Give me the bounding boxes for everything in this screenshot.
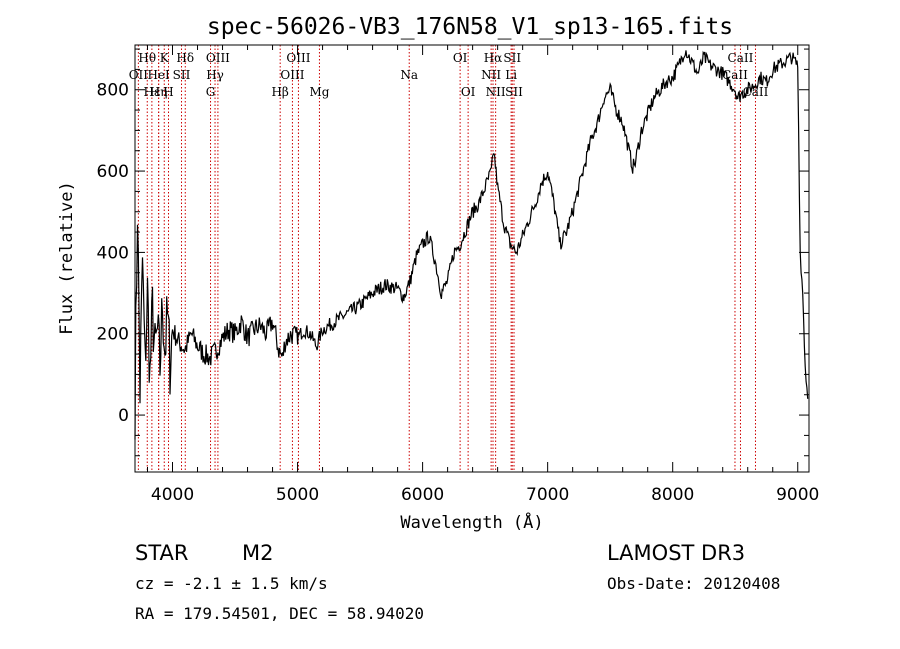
- y-tick-label: 400: [97, 243, 129, 263]
- emission-line-label: NII: [486, 85, 506, 99]
- emission-line-label: G: [206, 85, 216, 99]
- emission-line-label: Hη: [150, 85, 168, 99]
- emission-line-label: Hδ: [176, 51, 194, 65]
- x-tick-label: 6000: [401, 485, 444, 505]
- survey-name: LAMOST DR3: [607, 541, 745, 565]
- y-tick-label: 0: [118, 406, 129, 426]
- x-tick-label: 5000: [276, 485, 319, 505]
- emission-line-label: Li: [505, 68, 517, 82]
- emission-line-label: Hβ: [271, 85, 288, 99]
- x-tick-label: 4000: [151, 485, 194, 505]
- emission-line-label: OI: [461, 85, 476, 99]
- emission-line-label: K: [160, 51, 170, 65]
- emission-line-label: OIII: [280, 68, 304, 82]
- emission-line-label: H: [163, 85, 173, 99]
- emission-line-label: Hε: [144, 85, 161, 99]
- y-tick-label: 600: [97, 162, 129, 182]
- y-axis-ticks: 0 200 400 600 800: [97, 48, 809, 457]
- emission-line-label: NII: [481, 68, 501, 82]
- emission-line-label: Hα: [484, 51, 503, 65]
- emission-line-label: HeI: [147, 68, 170, 82]
- x-axis-ticks: 4000 5000 6000 7000 8000 9000: [147, 45, 819, 505]
- emission-line-label: Hθ: [138, 51, 156, 65]
- emission-line-label: OI: [453, 51, 468, 65]
- emission-line-label: SII: [505, 85, 523, 99]
- emission-line-label: Hγ: [206, 68, 224, 82]
- x-tick-label: 7000: [526, 485, 569, 505]
- emission-line-label: Na: [400, 68, 418, 82]
- emission-line-label: SII: [173, 68, 191, 82]
- observation-date: Obs-Date: 20120408: [607, 574, 780, 593]
- chart-title: spec-56026-VB3_176N58_V1_sp13-165.fits: [207, 14, 733, 40]
- emission-line-label: CaII: [743, 85, 769, 99]
- emission-line-label: OIII: [286, 51, 310, 65]
- emission-line-label: CaII: [728, 51, 754, 65]
- emission-line-markers: [137, 45, 756, 472]
- redshift-velocity: cz = -2.1 ± 1.5 km/s: [135, 574, 328, 593]
- object-class: STAR: [135, 541, 188, 565]
- y-tick-label: 800: [97, 81, 129, 101]
- x-tick-label: 8000: [651, 485, 694, 505]
- sky-coordinates: RA = 179.54501, DEC = 58.94020: [135, 604, 424, 623]
- flux-series-line: [134, 50, 809, 440]
- x-axis-label: Wavelength (Å): [400, 511, 543, 533]
- emission-line-label: Mg: [309, 85, 329, 99]
- y-axis-label: Flux (relative): [57, 181, 77, 335]
- emission-line-label: OIII: [206, 51, 230, 65]
- emission-line-label: CaII: [722, 68, 748, 82]
- plot-frame: [134, 44, 810, 473]
- emission-line-label: OII: [129, 68, 149, 82]
- object-subclass: M2: [242, 541, 273, 565]
- x-tick-label: 9000: [776, 485, 819, 505]
- emission-line-label: SII: [503, 51, 521, 65]
- y-tick-label: 200: [97, 325, 129, 345]
